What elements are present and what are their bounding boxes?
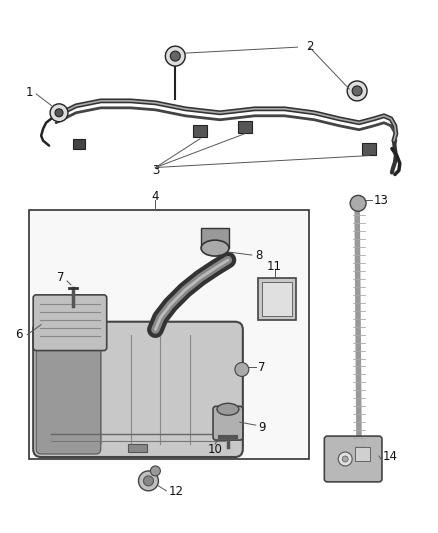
Circle shape [165, 46, 185, 66]
Bar [355, 447, 370, 461]
Text: 12: 12 [168, 486, 184, 498]
FancyBboxPatch shape [33, 322, 243, 457]
Circle shape [352, 86, 362, 96]
Ellipse shape [217, 403, 239, 415]
FancyBboxPatch shape [33, 295, 107, 351]
FancyBboxPatch shape [213, 406, 243, 440]
Text: 3: 3 [152, 164, 159, 177]
Bar [193, 125, 207, 136]
Text: 9: 9 [258, 421, 265, 434]
Text: 7: 7 [258, 361, 265, 374]
Circle shape [235, 362, 249, 376]
Circle shape [144, 476, 153, 486]
Circle shape [150, 466, 160, 476]
Bar [73, 139, 85, 149]
Bar [238, 121, 252, 133]
Circle shape [170, 51, 180, 61]
Circle shape [55, 109, 63, 117]
FancyBboxPatch shape [36, 325, 101, 454]
Text: 1: 1 [25, 86, 33, 100]
Text: 4: 4 [152, 190, 159, 203]
Bar [127, 444, 148, 452]
Circle shape [138, 471, 159, 491]
Bar [362, 143, 376, 155]
Text: 10: 10 [208, 442, 223, 456]
Text: 2: 2 [306, 39, 313, 53]
Circle shape [350, 196, 366, 211]
Bar [29, 211, 309, 459]
Text: 6: 6 [15, 328, 23, 341]
Text: 14: 14 [383, 449, 398, 463]
Bar [258, 278, 296, 320]
Ellipse shape [201, 240, 229, 256]
Text: 7: 7 [57, 271, 65, 285]
Circle shape [342, 456, 348, 462]
Bar [201, 228, 229, 248]
Bar [262, 282, 292, 316]
Text: 11: 11 [267, 260, 282, 272]
Text: 8: 8 [255, 248, 262, 262]
Circle shape [338, 452, 352, 466]
Text: 13: 13 [374, 194, 389, 207]
Circle shape [50, 104, 68, 122]
FancyBboxPatch shape [324, 436, 382, 482]
Circle shape [347, 81, 367, 101]
